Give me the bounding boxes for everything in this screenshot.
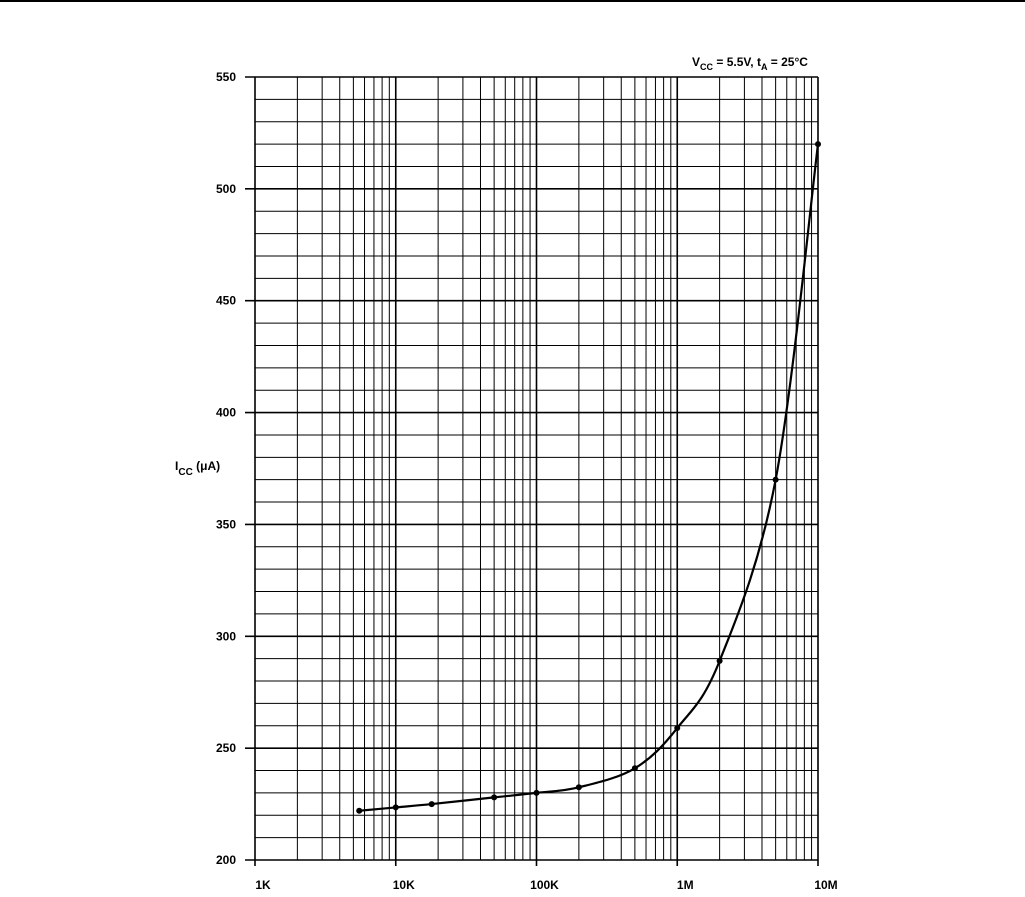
data-point-marker xyxy=(392,804,399,811)
grid-major-lines xyxy=(245,76,819,866)
x-tick-label: 10K xyxy=(393,878,415,892)
x-tick-label: 10M xyxy=(814,878,837,892)
y-tick-label: 500 xyxy=(216,182,236,196)
y-axis-title: ICC (μA) xyxy=(175,459,220,478)
y-tick-label: 300 xyxy=(216,629,236,643)
data-point-marker xyxy=(356,807,363,814)
condition-vcc-symbol: V xyxy=(692,55,700,69)
y-tick-label: 550 xyxy=(216,70,236,84)
condition-ta-symbol: t xyxy=(757,55,761,69)
y-axis-title-subscript: CC xyxy=(178,467,192,478)
y-axis-title-unit: (μA) xyxy=(193,459,220,473)
data-point-marker xyxy=(631,765,638,772)
y-tick-label: 250 xyxy=(216,741,236,755)
data-point-marker xyxy=(674,725,681,732)
condition-vcc-value: = 5.5V, xyxy=(713,55,757,69)
data-point-marker xyxy=(428,801,435,808)
condition-vcc-subscript: CC xyxy=(700,62,713,72)
x-axis-tick-labels: 1K 10K 100K 1M 10M xyxy=(255,878,837,892)
data-point-marker xyxy=(716,657,723,664)
data-point-marker xyxy=(772,476,779,483)
x-tick-label: 1M xyxy=(677,878,694,892)
y-tick-label: 350 xyxy=(216,517,236,531)
condition-ta-subscript: A xyxy=(761,62,768,72)
page-top-rule xyxy=(0,0,1025,2)
data-point-marker xyxy=(815,141,821,148)
data-point-marker xyxy=(533,789,540,796)
data-point-marker xyxy=(575,784,582,791)
y-axis-tick-labels: 200 250 300 350 400 450 500 550 xyxy=(216,70,236,867)
condition-ta-value: = 25°C xyxy=(767,55,808,69)
test-condition-label: VCC = 5.5V, tA = 25°C xyxy=(692,55,808,72)
y-tick-label: 450 xyxy=(216,294,236,308)
y-axis-title-symbol: I xyxy=(175,459,178,473)
data-point-marker xyxy=(491,794,498,801)
x-tick-label: 1K xyxy=(255,878,271,892)
series-line-icc xyxy=(359,143,820,812)
y-tick-label: 200 xyxy=(216,853,236,867)
series-layer xyxy=(356,141,821,814)
y-tick-label: 400 xyxy=(216,406,236,420)
x-tick-label: 100K xyxy=(530,878,559,892)
